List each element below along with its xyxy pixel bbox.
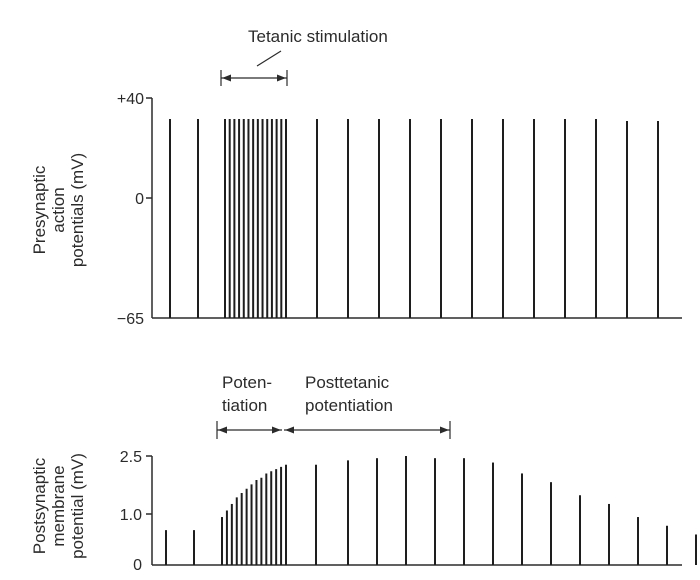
tetanic-stimulation-label: Tetanic stimulation <box>248 27 388 46</box>
bottom-ytick-0: 0 <box>133 557 142 574</box>
presynaptic-spikes <box>169 119 659 318</box>
bottom-ylabel-line1: Postsynaptic <box>30 457 49 554</box>
bottom-ylabel-line2: membrane <box>49 465 68 546</box>
posttetanic-range-arrow <box>284 421 451 439</box>
bottom-ytick-2-5: 2.5 <box>120 449 142 466</box>
potentiation-label-line2: tiation <box>222 396 267 415</box>
postsynaptic-responses <box>165 456 697 565</box>
top-ytick-0: 0 <box>135 191 144 208</box>
tetanic-pointer-line <box>256 50 282 67</box>
bottom-panel: Poten- tiation Posttetanic potentiation … <box>30 373 697 574</box>
potentiation-range-arrow <box>216 421 282 439</box>
top-ytick-plus40: +40 <box>117 91 144 108</box>
tetanic-range-arrow <box>220 70 288 86</box>
bottom-ylabel-line3: potential (mV) <box>68 453 87 559</box>
top-ylabel-line1: Presynaptic <box>30 165 49 254</box>
top-panel: Tetanic stimulation +40 0 −65 Presynapti… <box>30 27 682 328</box>
bottom-y-axis <box>146 455 153 565</box>
top-ylabel-line3: potentials (mV) <box>68 153 87 267</box>
posttetanic-label-line1: Posttetanic <box>305 373 390 392</box>
bottom-ytick-1-0: 1.0 <box>120 507 142 524</box>
top-ylabel: Presynaptic action potentials (mV) <box>30 153 87 267</box>
top-ytick-minus65: −65 <box>117 311 144 328</box>
posttetanic-label-line2: potentiation <box>305 396 393 415</box>
bottom-ylabel: Postsynaptic membrane potential (mV) <box>30 453 87 559</box>
top-y-axis <box>146 97 153 318</box>
potentiation-label-line1: Poten- <box>222 373 272 392</box>
top-ylabel-line2: action <box>49 187 68 232</box>
